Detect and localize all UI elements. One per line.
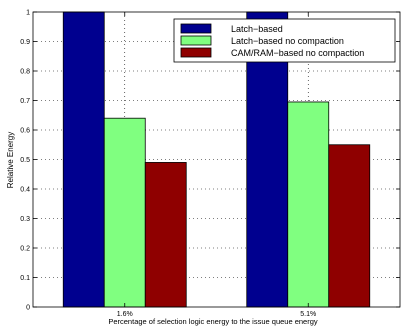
y-tick-label: 0.7 [20,98,30,105]
bar-latch-based-0 [62,11,105,308]
legend-label: Latch−based no compaction [231,36,344,46]
y-tick-label: 0.9 [20,39,30,46]
bar-camram-no-compaction-1 [328,144,371,308]
y-tick-label: 0.5 [20,157,30,164]
y-tick-label: 0 [26,305,30,312]
legend-swatch [180,35,212,46]
legend-swatch [180,47,212,58]
y-tick-label: 0.1 [20,275,30,282]
y-tick-label: 0.6 [20,128,30,135]
legend: Latch−based Latch−based no compaction CAM/… [173,18,396,63]
bars [62,11,371,308]
y-axis-ticks: 0 0.1 0.2 0.3 0.4 0.5 0.6 0.7 0.8 0.9 1 [20,10,400,312]
y-tick-label: 0.4 [20,187,30,194]
y-tick-label: 0.2 [20,246,30,253]
legend-label: Latch−based [231,24,283,34]
bar-latch-no-compaction-0 [103,117,146,308]
x-axis-ticks: 1.6% 5.1% [117,12,316,318]
y-tick-label: 0.8 [20,69,30,76]
x-tick-label: 5.1% [300,311,316,318]
bar-latch-no-compaction-1 [287,101,330,308]
x-tick-label: 1.6% [117,311,133,318]
legend-label: CAM/RAM−based no compaction [231,48,364,58]
x-axis-label: Percentage of selection logic energy to … [108,317,318,326]
y-tick-label: 0.3 [20,216,30,223]
bar-camram-no-compaction-0 [144,162,187,308]
y-tick-label: 1 [26,10,30,17]
y-axis-label: Relative Energy [6,132,15,188]
legend-swatch [180,23,212,34]
